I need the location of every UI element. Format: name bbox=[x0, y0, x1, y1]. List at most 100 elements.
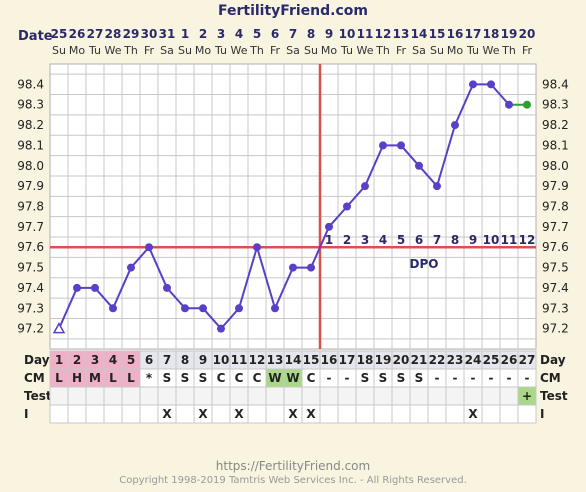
intercourse-cell-text-24: X bbox=[468, 407, 478, 421]
temperature-point-day-10[interactable] bbox=[217, 324, 225, 333]
weekday-label-15: Su bbox=[304, 44, 318, 57]
weekday-label-10: Tu bbox=[214, 44, 227, 57]
temperature-point-day-18[interactable] bbox=[361, 182, 369, 191]
ytick-left-98.4: 98.4 bbox=[17, 77, 44, 91]
weekday-label-26: Th bbox=[501, 44, 516, 57]
test-cell bbox=[193, 386, 213, 406]
cm-cell-text-21: S bbox=[415, 371, 424, 385]
temperature-point-day-5[interactable] bbox=[127, 263, 135, 272]
temperature-point-day-11[interactable] bbox=[235, 304, 243, 313]
cm-cell-text-3: M bbox=[89, 371, 101, 385]
cm-cell-text-19: S bbox=[379, 371, 388, 385]
day-cell-text-20: 20 bbox=[393, 353, 410, 367]
cm-cell-text-4: L bbox=[109, 371, 117, 385]
day-row-label-right: Day bbox=[540, 353, 566, 367]
test-cell bbox=[211, 386, 231, 406]
temperature-point-day-1[interactable] bbox=[52, 322, 66, 334]
temperature-point-day-12[interactable] bbox=[253, 243, 261, 252]
test-cell-text-27: + bbox=[522, 389, 532, 403]
intercourse-cell bbox=[337, 404, 357, 424]
cm-cell-text-1: L bbox=[55, 371, 63, 385]
weekday-label-22: Su bbox=[430, 44, 444, 57]
cm-cell-text-17: - bbox=[345, 371, 350, 385]
temperature-point-day-2[interactable] bbox=[73, 283, 81, 292]
temperature-point-day-8[interactable] bbox=[181, 304, 189, 313]
temperature-point-day-14[interactable] bbox=[289, 263, 297, 272]
temperature-point-day-20[interactable] bbox=[397, 141, 405, 150]
temperature-point-day-4[interactable] bbox=[109, 304, 117, 313]
day-row-label-left: Day bbox=[24, 353, 50, 367]
day-cell-text-17: 17 bbox=[339, 353, 356, 367]
day-cell-text-21: 21 bbox=[411, 353, 428, 367]
day-cell-text-18: 18 bbox=[357, 353, 374, 367]
date-label-8: 1 bbox=[181, 27, 189, 41]
weekday-label-19: Th bbox=[375, 44, 390, 57]
temperature-point-day-21[interactable] bbox=[415, 161, 423, 170]
day-cell-text-23: 23 bbox=[447, 353, 464, 367]
temperature-point-day-26[interactable] bbox=[505, 100, 513, 109]
temperature-point-day-17[interactable] bbox=[343, 202, 351, 211]
temperature-point-day-19[interactable] bbox=[379, 141, 387, 150]
temperature-point-day-24[interactable] bbox=[469, 80, 477, 89]
weekday-label-11: We bbox=[231, 44, 248, 57]
intercourse-cell bbox=[67, 404, 87, 424]
date-label-23: 16 bbox=[447, 27, 464, 41]
intercourse-cell bbox=[355, 404, 375, 424]
test-row-label-right: Test bbox=[540, 389, 568, 403]
temperature-point-day-3[interactable] bbox=[91, 283, 99, 292]
intercourse-cell bbox=[391, 404, 411, 424]
temperature-point-day-23[interactable] bbox=[451, 121, 459, 130]
temperature-point-day-13[interactable] bbox=[271, 304, 279, 313]
date-label-2: 26 bbox=[69, 27, 86, 41]
date-label-12: 5 bbox=[253, 27, 261, 41]
plot-area bbox=[49, 63, 537, 350]
cm-cell-text-10: C bbox=[217, 371, 226, 385]
intercourse-cell bbox=[445, 404, 465, 424]
intercourse-cell bbox=[139, 404, 159, 424]
date-label-19: 12 bbox=[375, 27, 392, 41]
temperature-point-day-25[interactable] bbox=[487, 80, 495, 89]
test-cell bbox=[139, 386, 159, 406]
temperature-point-day-16[interactable] bbox=[325, 222, 333, 231]
weekday-label-8: Su bbox=[178, 44, 192, 57]
ytick-right-97.3: 97.3 bbox=[542, 301, 569, 315]
intercourse-row-label-right: I bbox=[540, 407, 544, 421]
date-label-25: 18 bbox=[483, 27, 500, 41]
temperature-point-day-22[interactable] bbox=[433, 182, 441, 191]
weekday-label-17: Tu bbox=[340, 44, 353, 57]
cm-cell-text-15: C bbox=[307, 371, 316, 385]
date-label-9: 2 bbox=[199, 27, 207, 41]
temperature-point-day-27[interactable] bbox=[523, 100, 531, 109]
intercourse-cell bbox=[481, 404, 501, 424]
weekday-label-25: We bbox=[483, 44, 500, 57]
test-cell bbox=[283, 386, 303, 406]
day-cell-text-9: 9 bbox=[199, 353, 207, 367]
test-cell bbox=[49, 386, 69, 406]
weekday-label-2: Mo bbox=[69, 44, 85, 57]
test-cell bbox=[445, 386, 465, 406]
ytick-left-98.3: 98.3 bbox=[17, 98, 44, 112]
temperature-point-day-7[interactable] bbox=[163, 283, 171, 292]
day-cell-text-2: 2 bbox=[73, 353, 81, 367]
temperature-point-day-9[interactable] bbox=[199, 304, 207, 313]
dpo-number-9: 9 bbox=[469, 233, 477, 247]
temperature-point-day-6[interactable] bbox=[145, 243, 153, 252]
date-label-24: 17 bbox=[465, 27, 482, 41]
test-cell bbox=[463, 386, 483, 406]
ytick-right-98.1: 98.1 bbox=[542, 138, 569, 152]
intercourse-cell bbox=[103, 404, 123, 424]
test-cell bbox=[481, 386, 501, 406]
day-cell-text-7: 7 bbox=[163, 353, 171, 367]
intercourse-cell bbox=[319, 404, 339, 424]
temperature-point-day-15[interactable] bbox=[307, 263, 315, 272]
ytick-right-97.2: 97.2 bbox=[542, 322, 569, 336]
ytick-left-97.6: 97.6 bbox=[17, 240, 44, 254]
ytick-left-97.4: 97.4 bbox=[17, 281, 44, 295]
intercourse-cell bbox=[427, 404, 447, 424]
footer-url[interactable]: https://FertilityFriend.com bbox=[216, 459, 370, 473]
test-cell bbox=[337, 386, 357, 406]
date-label-15: 8 bbox=[307, 27, 315, 41]
date-label-26: 19 bbox=[501, 27, 518, 41]
cm-cell-text-25: - bbox=[489, 371, 494, 385]
